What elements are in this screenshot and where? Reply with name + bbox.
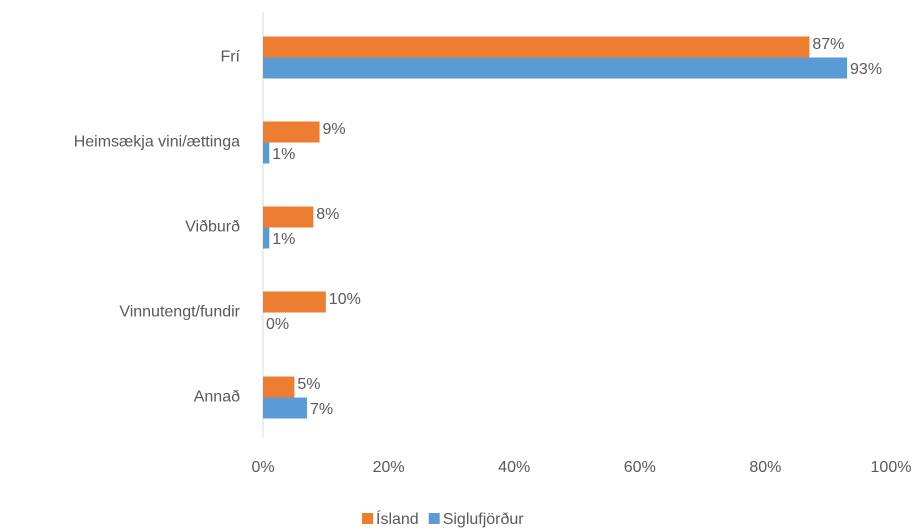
x-tick-label: 60% <box>624 459 656 476</box>
bar <box>263 227 270 249</box>
value-label: 0% <box>266 316 289 333</box>
bar <box>263 57 848 79</box>
x-tick-label: 20% <box>373 459 405 476</box>
y-tick-label: Heimsækja vini/ættinga <box>74 134 240 151</box>
y-tick-label: Vinnutengt/fundir <box>119 304 240 321</box>
y-tick-label: Viðburð <box>185 219 240 236</box>
bar <box>263 36 810 58</box>
value-label: 7% <box>310 401 333 418</box>
legend-label: Siglufjörður <box>443 511 525 528</box>
value-label: 1% <box>272 231 295 248</box>
value-label: 5% <box>297 376 320 393</box>
x-tick-label: 80% <box>749 459 781 476</box>
bar <box>263 291 326 313</box>
value-label: 10% <box>329 291 361 308</box>
bar <box>263 206 314 228</box>
legend-swatch <box>428 513 440 524</box>
value-label: 8% <box>316 206 339 223</box>
value-label: 9% <box>323 121 346 138</box>
x-tick-label: 100% <box>871 459 912 476</box>
bar <box>263 121 320 143</box>
legend-swatch <box>362 513 373 524</box>
y-tick-label: Annað <box>194 389 240 406</box>
legend-label: Ísland <box>376 509 419 528</box>
value-label: 93% <box>850 61 882 78</box>
value-label: 1% <box>272 146 295 163</box>
bar <box>263 142 270 164</box>
y-tick-label: Frí <box>220 49 240 66</box>
x-tick-label: 0% <box>251 459 274 476</box>
value-label: 87% <box>812 36 844 53</box>
x-tick-label: 40% <box>498 459 530 476</box>
bar <box>263 397 307 419</box>
bar <box>263 376 295 398</box>
